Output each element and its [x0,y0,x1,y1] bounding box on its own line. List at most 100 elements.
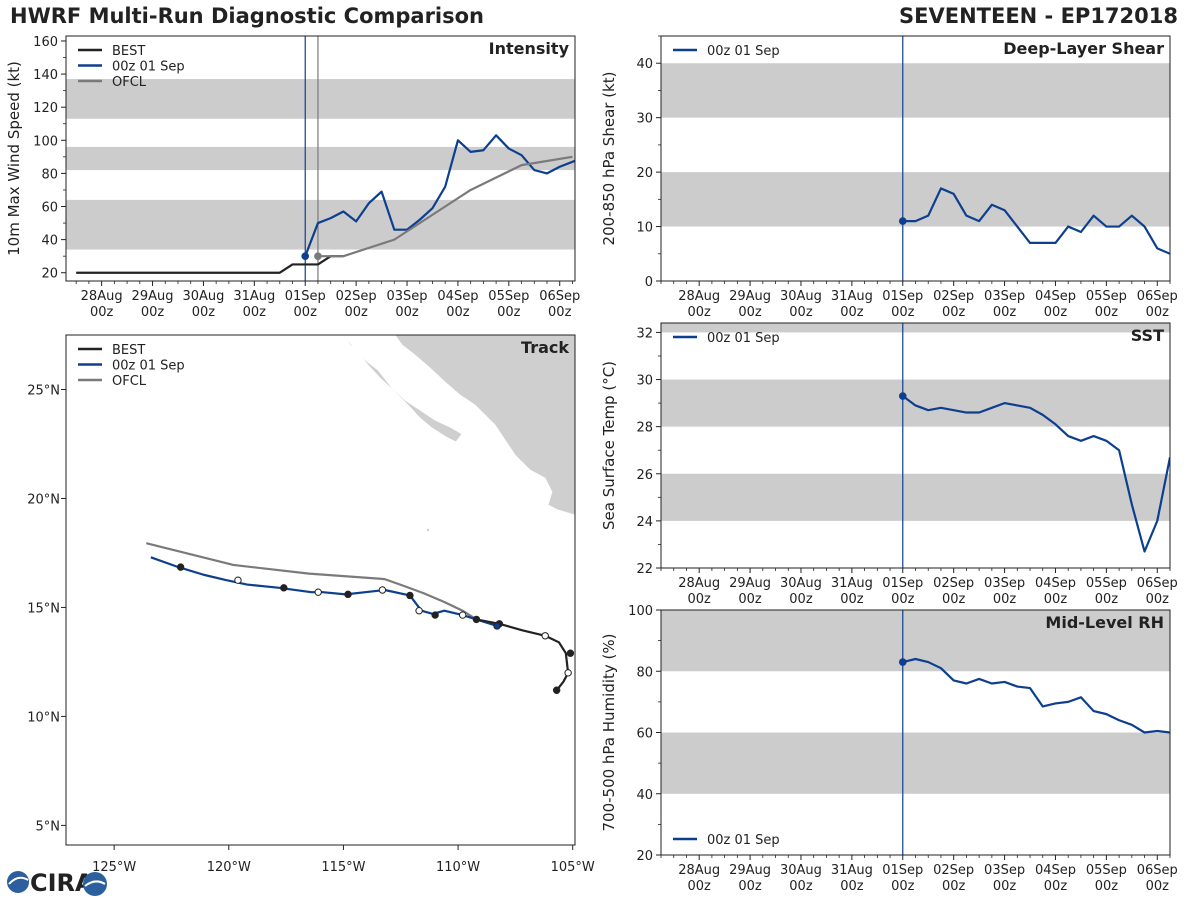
intensity-ytick-label-140: 140 [33,68,58,83]
intensity-band-1 [66,146,575,171]
land-mask [344,335,575,533]
rh-ytick-label-60: 60 [636,727,653,742]
rh-xtick-label-2: 30Aug [780,863,822,878]
rh-xtick-sublabel-4: 00z [891,879,915,894]
shear-xtick-label-9: 06Sep [1137,289,1178,304]
island-land [425,528,430,533]
track-frame [65,334,576,846]
track-xtick-label-1: 120°W [207,860,251,875]
sst-xtick-sublabel-7: 00z [1044,592,1068,607]
intensity-title: Intensity [489,39,570,58]
track-marker-run-8 [280,584,288,592]
sst-band-1 [661,379,1170,427]
sst-xtick-sublabel-4: 00z [891,592,915,607]
track-ytick-label-0: 5°N [36,819,61,834]
shear-xtick-label-3: 31Aug [831,289,873,304]
shear-ytick-label-40: 40 [636,57,653,72]
intensity-legend-label-1: 00z 01 Sep [112,60,185,75]
shear-marker-0 [898,217,907,225]
rh-xtick-label-0: 28Aug [678,863,720,878]
sst-xtick-sublabel-9: 00z [1146,592,1170,607]
sst-xtick-label-1: 29Aug [729,576,771,591]
shear-ytick-label-20: 20 [636,166,653,181]
shear-ytick-label-30: 30 [636,112,653,127]
shear-xtick-sublabel-7: 00z [1044,305,1068,320]
shear-legend-label-0: 00z 01 Sep [707,44,780,59]
intensity-xtick-sublabel-9: 00z [548,305,572,320]
intensity-xtick-sublabel-6: 00z [395,305,419,320]
sst-ytick-label-28: 28 [636,421,653,436]
intensity-series-ofcl [317,155,573,258]
shear-xtick-label-1: 29Aug [729,289,771,304]
track-marker-run-9 [234,576,242,584]
track-marker-run-10 [176,563,185,571]
track-legend-label-2: OFCL [112,374,147,389]
sst-ytick-label-24: 24 [636,515,653,530]
shear-xtick-label-0: 28Aug [678,289,720,304]
track-series-best [476,618,570,691]
intensity-xtick-label-4: 01Sep [285,289,326,304]
rh-legend-label-0: 00z 01 Sep [707,833,780,848]
shear-xtick-sublabel-4: 00z [891,305,915,320]
track-xtick-label-3: 110°W [436,860,480,875]
panel-sst: 22242628303228Aug00z29Aug00z30Aug00z31Au… [600,322,1178,607]
rh-xtick-label-1: 29Aug [729,863,771,878]
globe-swirl-icon [8,876,29,885]
shear-xtick-label-8: 05Sep [1086,289,1127,304]
intensity-xtick-sublabel-4: 00z [294,305,318,320]
intensity-frame [65,35,576,282]
rh-band-0 [661,732,1170,794]
track-marker-ofcl-0 [472,615,481,624]
track-marker-run-4 [406,591,414,600]
sst-xtick-sublabel-0: 00z [687,592,711,607]
track-marker-best-2 [566,649,575,657]
intensity-xtick-label-3: 31Aug [233,289,275,304]
sst-xtick-label-9: 06Sep [1137,576,1178,591]
shear-xtick-sublabel-2: 00z [789,305,813,320]
rh-xtick-sublabel-1: 00z [738,879,762,894]
track-xtick-label-4: 105°W [551,860,595,875]
shear-xtick-label-4: 01Sep [882,289,923,304]
shear-xtick-label-6: 03Sep [984,289,1025,304]
track-marker-run-3 [415,607,423,615]
shear-xtick-sublabel-9: 00z [1146,305,1170,320]
rh-marker-0 [898,658,907,666]
globe-icon [7,871,29,893]
sst-ytick-label-32: 32 [636,326,653,341]
sst-frame [660,322,1171,569]
sst-xtick-label-3: 31Aug [831,576,873,591]
sst-band-2 [661,323,1170,333]
shear-xtick-label-5: 02Sep [933,289,974,304]
sst-ytick-label-30: 30 [636,374,653,389]
intensity-ytick-label-100: 100 [33,134,58,149]
intensity-series-run [304,134,575,257]
sst-xtick-sublabel-6: 00z [993,592,1017,607]
track-series-run [150,556,498,628]
intensity-ytick-label-60: 60 [41,201,58,216]
intensity-ytick-label-80: 80 [41,167,58,182]
rh-xtick-sublabel-2: 00z [789,879,813,894]
rh-ylabel: 700-500 hPa Humidity (%) [600,633,618,831]
intensity-xtick-label-0: 28Aug [81,289,123,304]
track-legend-label-1: 00z 01 Sep [112,359,185,374]
intensity-xtick-label-5: 02Sep [336,289,377,304]
rh-xtick-label-7: 04Sep [1035,863,1076,878]
shear-xtick-sublabel-1: 00z [738,305,762,320]
track-title: Track [521,338,569,357]
sst-xtick-label-2: 30Aug [780,576,822,591]
intensity-xtick-label-9: 06Sep [539,289,580,304]
intensity-xtick-sublabel-5: 00z [344,305,368,320]
shear-xtick-sublabel-5: 00z [942,305,966,320]
track-marker-best-0 [552,686,561,694]
intensity-xtick-label-2: 30Aug [182,289,224,304]
rh-xtick-sublabel-5: 00z [942,879,966,894]
cira-logo: CIRA [7,869,107,897]
track-marker-run-1 [458,611,467,619]
track-marker-best-3 [541,632,549,640]
intensity-xtick-sublabel-2: 00z [192,305,216,320]
shear-xtick-sublabel-0: 00z [687,305,711,320]
sst-ytick-label-26: 26 [636,468,653,483]
track-ytick-label-4: 25°N [27,383,60,398]
intensity-xtick-sublabel-1: 00z [141,305,165,320]
sst-xtick-label-0: 28Aug [678,576,720,591]
